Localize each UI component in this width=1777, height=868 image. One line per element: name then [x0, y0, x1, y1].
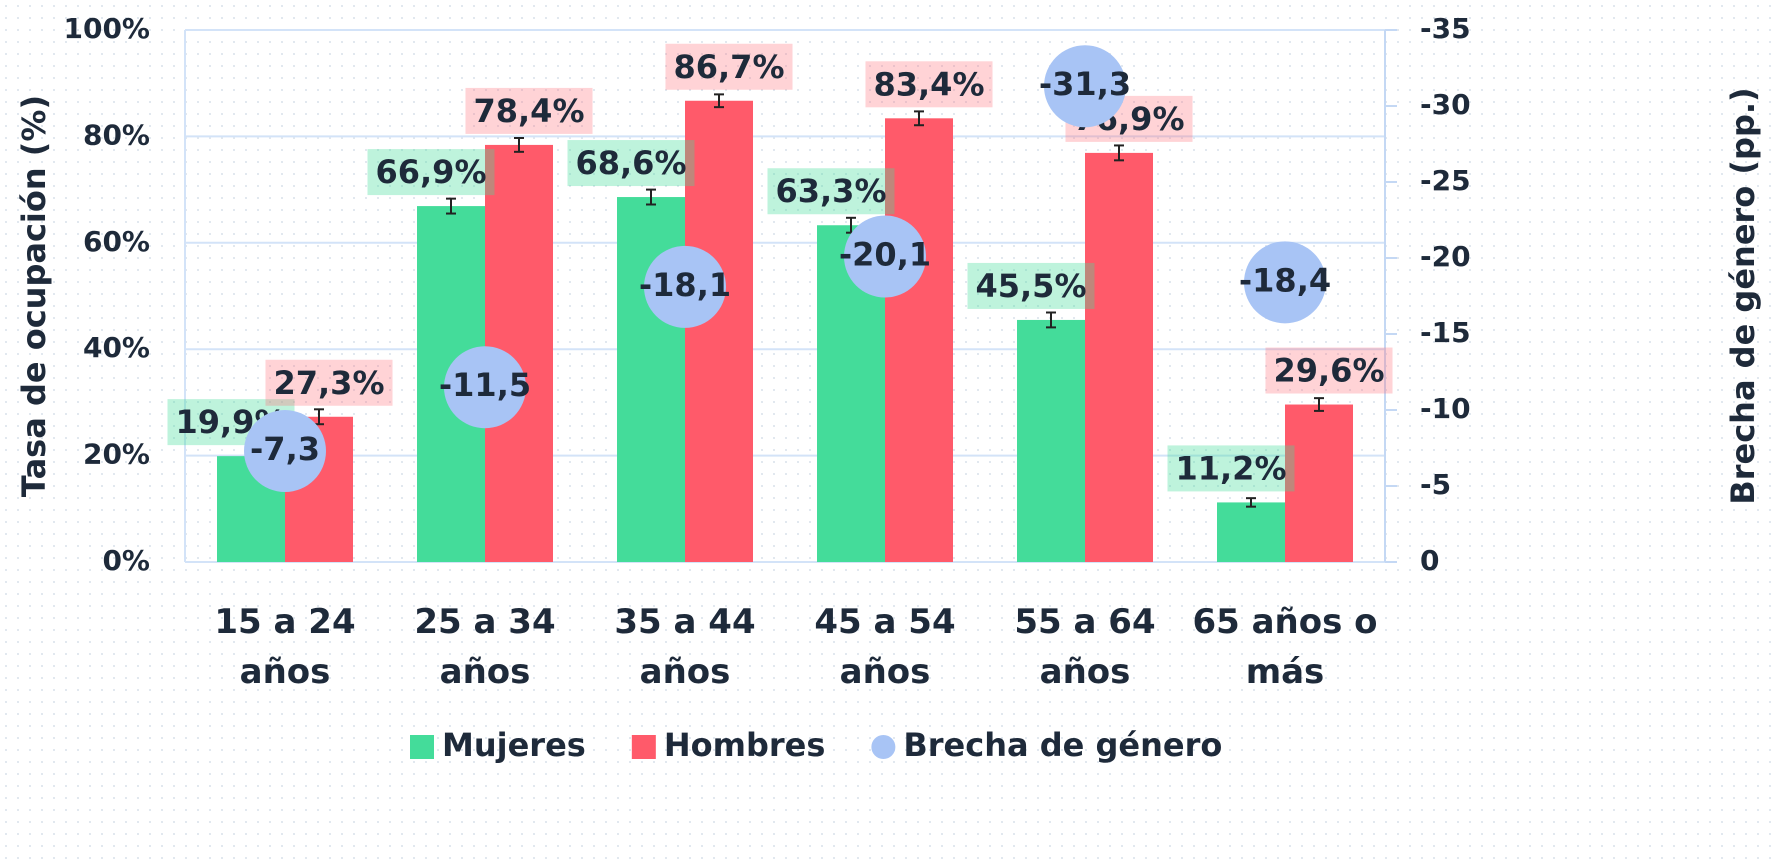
bar [685, 101, 753, 562]
y2-tick-label: -5 [1420, 468, 1451, 501]
x-tick-label: 65 años o más [1190, 597, 1380, 697]
y-tick-label: 80% [83, 118, 150, 151]
data-label-group: 29,6% [1265, 348, 1392, 394]
bubble-label: -31,3 [1039, 65, 1131, 103]
bar [1285, 405, 1353, 562]
data-label: 11,2% [1175, 449, 1286, 487]
data-label-group: 45,5% [967, 263, 1094, 309]
legend-label: Mujeres [442, 726, 586, 764]
legend-marker [632, 735, 656, 759]
y-tick-label: 0% [102, 544, 150, 577]
x-tick-label: 55 a 64 años [990, 597, 1180, 697]
data-label: 68,6% [575, 144, 686, 182]
data-label-group: 68,6% [567, 140, 694, 186]
x-tick-label: 15 a 24 años [190, 597, 380, 697]
y2-tick-label: -30 [1420, 88, 1471, 121]
data-label: 27,3% [273, 364, 384, 402]
data-label-group: 11,2% [1167, 445, 1294, 491]
data-label-group: 66,9% [367, 149, 494, 195]
y-tick-label: 60% [83, 225, 150, 258]
data-label: 29,6% [1273, 352, 1384, 390]
data-label: 45,5% [975, 267, 1086, 305]
bubble-label: -7,3 [250, 430, 320, 468]
data-label-group: 83,4% [865, 61, 992, 107]
bubble-label: -11,5 [439, 366, 531, 404]
y2-tick-label: 0 [1420, 544, 1439, 577]
bar [1085, 153, 1153, 562]
bar [1217, 502, 1285, 562]
legend-marker [410, 735, 434, 759]
data-label-group: 27,3% [265, 360, 392, 406]
y2-tick-label: -20 [1420, 240, 1471, 273]
bubble-label: -20,1 [839, 235, 931, 273]
y2-tick-label: -25 [1420, 164, 1471, 197]
x-tick-label: 25 a 34 años [390, 597, 580, 697]
data-label-group: 63,3% [767, 168, 894, 214]
bubble-label: -18,1 [639, 266, 731, 304]
data-label: 78,4% [473, 92, 584, 130]
data-label-group: 86,7% [665, 44, 792, 90]
y-axis-title: Tasa de ocupación (%) [15, 95, 53, 497]
bar [1017, 320, 1085, 562]
x-tick-label: 35 a 44 años [590, 597, 780, 697]
data-label-group: 78,4% [465, 88, 592, 134]
legend-label: Hombres [664, 726, 826, 764]
bar [885, 118, 953, 562]
page: Tasa de ocupación (%) Brecha de género (… [0, 0, 1777, 868]
y2-axis-title: Brecha de género (pp.) [1724, 87, 1762, 504]
y2-tick-label: -15 [1420, 316, 1471, 349]
y-tick-label: 100% [63, 12, 150, 45]
legend-marker [871, 735, 895, 759]
data-label: 83,4% [873, 65, 984, 103]
y2-tick-label: -35 [1420, 12, 1471, 45]
data-label: 86,7% [673, 48, 784, 86]
x-tick-label: 45 a 54 años [790, 597, 980, 697]
y2-tick-label: -10 [1420, 392, 1471, 425]
data-label: 66,9% [375, 153, 486, 191]
bubble-label: -18,4 [1239, 261, 1331, 299]
y-tick-label: 40% [83, 331, 150, 364]
y-tick-label: 20% [83, 438, 150, 471]
legend-label: Brecha de género [903, 726, 1222, 764]
data-label: 63,3% [775, 172, 886, 210]
chart: Tasa de ocupación (%) Brecha de género (… [0, 0, 1777, 868]
